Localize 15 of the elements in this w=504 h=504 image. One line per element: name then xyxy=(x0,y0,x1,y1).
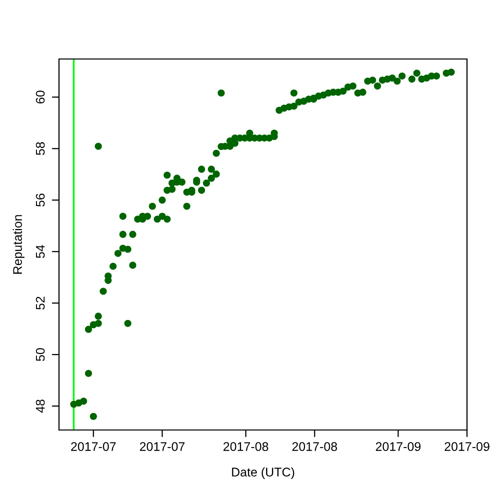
y-tick-label: 58 xyxy=(36,142,45,156)
y-axis-title: Reputation xyxy=(12,215,24,274)
y-tick-label: 48 xyxy=(36,400,45,413)
y-tick-label: 56 xyxy=(36,194,45,207)
x-tick-label: 2017-08 xyxy=(223,442,268,451)
x-tick-label: 2017-09 xyxy=(444,442,490,451)
x-tick-label: 2017-07 xyxy=(140,442,185,451)
y-tick-label: 50 xyxy=(36,348,45,362)
x-axis-title: Date (UTC) xyxy=(232,467,294,479)
x-tick-label: 2017-07 xyxy=(71,442,116,451)
y-tick-label: 52 xyxy=(36,296,45,310)
x-tick-label: 2017-09 xyxy=(376,442,421,451)
x-tick-label: 2017-08 xyxy=(292,442,338,451)
y-tick-label: 60 xyxy=(36,90,45,104)
y-tick-label: 54 xyxy=(36,244,45,258)
